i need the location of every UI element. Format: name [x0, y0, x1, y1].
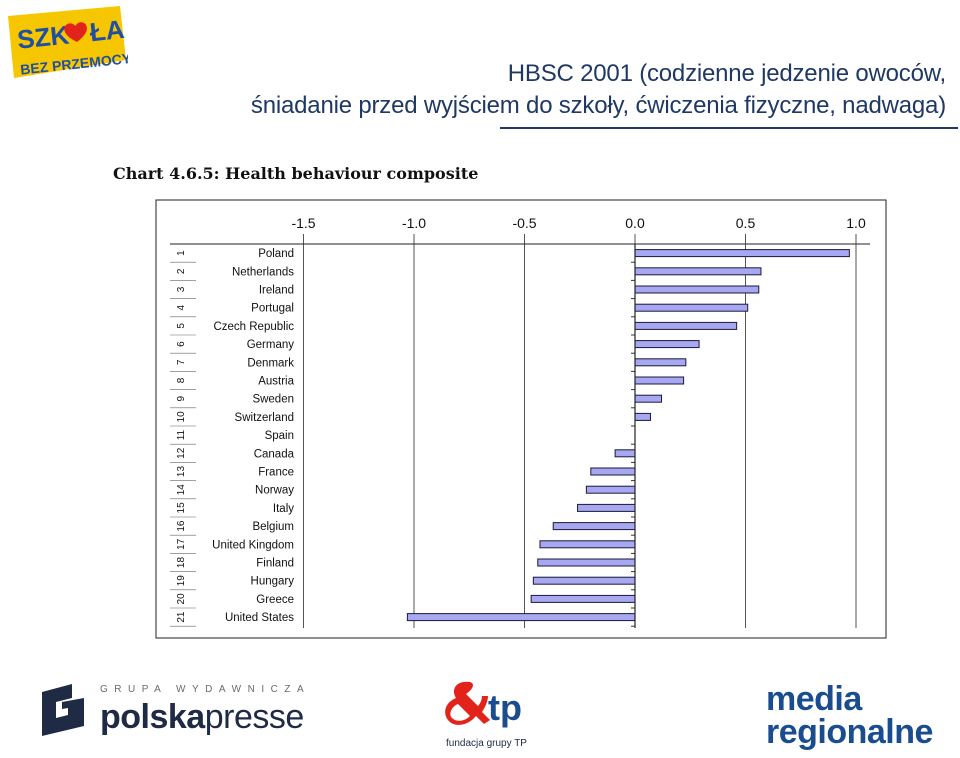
bar: [634, 340, 700, 349]
rank-label: 1: [176, 250, 187, 256]
bar: [539, 540, 636, 549]
bar: [552, 522, 636, 531]
country-label: Switzerland: [235, 412, 294, 424]
bar: [406, 613, 636, 622]
x-tick-label: 0.0: [625, 215, 645, 231]
country-label: Portugal: [251, 303, 294, 315]
fundacja-tp-logo: tp fundacja grupy TP: [440, 676, 550, 756]
rank-label: 5: [176, 323, 187, 329]
bar: [634, 267, 762, 276]
media-regionalne-logo: media regionalne: [766, 680, 933, 751]
rank-label: 4: [176, 304, 187, 310]
country-label: Ireland: [259, 285, 294, 297]
bar: [634, 412, 651, 421]
title-underline: [500, 127, 958, 129]
country-label: Austria: [258, 376, 294, 388]
bar: [634, 285, 760, 294]
country-label: United Kingdom: [212, 539, 294, 551]
polskapresse-wordmark: polskapresse: [100, 698, 304, 737]
rank-label: 7: [176, 359, 187, 365]
rank-label: 6: [176, 341, 187, 347]
chart-frame: [155, 199, 887, 639]
polskapresse-logo: GRUPA WYDAWNICZA polskapresse: [38, 684, 304, 741]
country-label: France: [258, 467, 294, 479]
rank-label: 15: [176, 502, 187, 514]
rank-label: 21: [176, 611, 187, 623]
rank-label: 14: [176, 484, 187, 496]
country-label: Norway: [255, 485, 294, 497]
rank-label: 16: [176, 520, 187, 532]
rank-label: 11: [176, 429, 187, 440]
country-label: United States: [225, 612, 294, 624]
x-tick-label: -1.0: [402, 215, 426, 231]
tp-wordmark: tp: [488, 687, 522, 728]
country-label: Hungary: [251, 576, 295, 588]
x-tick-label: 1.0: [846, 215, 866, 231]
country-label: Germany: [247, 339, 295, 351]
bar: [577, 503, 636, 512]
logo-word-la: ŁA: [88, 14, 126, 47]
country-label: Greece: [256, 594, 294, 606]
rank-label: 2: [176, 268, 187, 274]
bar: [634, 321, 738, 330]
media-word: media: [766, 680, 862, 718]
rank-label: 10: [176, 411, 187, 423]
country-label: Italy: [273, 503, 294, 515]
szkola-bez-przemocy-logo: SZK ŁA BEZ PRZEMOCY: [8, 6, 128, 78]
country-label: Belgium: [252, 521, 294, 533]
rank-label: 13: [176, 466, 187, 478]
country-label: Denmark: [247, 357, 294, 369]
logo-background: [8, 6, 126, 78]
country-label: Czech Republic: [213, 321, 294, 333]
chart-title: Chart 4.6.5: Health behaviour composite: [113, 164, 479, 183]
bar: [634, 249, 850, 258]
bar: [614, 449, 636, 458]
bar: [634, 303, 749, 312]
rank-label: 9: [176, 395, 187, 401]
x-tick-label: 0.5: [736, 215, 756, 231]
bar: [530, 594, 636, 603]
bar: [590, 467, 636, 476]
rank-label: 3: [176, 286, 187, 292]
heart-icon: [64, 22, 87, 42]
rank-label: 8: [176, 377, 187, 383]
country-label: Canada: [254, 448, 295, 460]
rank-label: 18: [176, 557, 187, 569]
country-label: Sweden: [252, 394, 294, 406]
country-label: Spain: [265, 430, 294, 442]
rank-label: 12: [176, 447, 187, 459]
bar: [532, 576, 636, 585]
polskapresse-bold: polska: [100, 698, 205, 736]
country-label: Netherlands: [232, 266, 294, 278]
slide-title-line-1: HBSC 2001 (codzienne jedzenie owoców,: [507, 60, 946, 87]
slide-title-line-2: śniadanie przed wyjściem do szkoły, ćwic…: [250, 92, 946, 119]
x-tick-label: -1.5: [291, 215, 315, 231]
rank-label: 20: [176, 593, 187, 605]
rank-label: 19: [176, 575, 187, 587]
bar: [585, 485, 636, 494]
polskapresse-mark-icon: [42, 684, 84, 736]
bar: [634, 376, 685, 385]
polskapresse-tagline: GRUPA WYDAWNICZA: [100, 684, 311, 695]
x-tick-label: -0.5: [512, 215, 536, 231]
tp-ampersand-icon: tp: [445, 681, 522, 728]
logo-word-szk: SZK: [16, 19, 71, 54]
country-label: Finland: [256, 558, 294, 570]
regionalne-word: regionalne: [766, 713, 933, 751]
country-label: Poland: [258, 248, 294, 260]
bar: [634, 394, 663, 403]
rank-label: 17: [176, 538, 187, 550]
bar: [537, 558, 636, 567]
bar: [634, 358, 687, 367]
polskapresse-rest: presse: [204, 698, 305, 736]
tp-subtitle: fundacja grupy TP: [446, 738, 527, 749]
